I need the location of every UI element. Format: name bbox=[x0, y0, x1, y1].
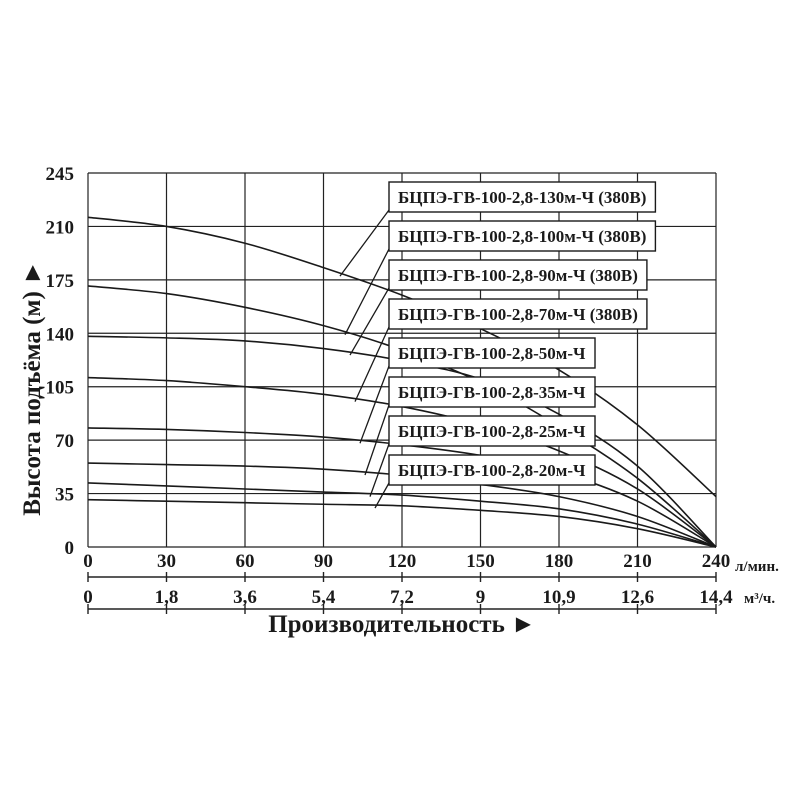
legend-label: БЦПЭ-ГВ-100-2,8-100м-Ч (380В) bbox=[398, 227, 646, 246]
legend-box bbox=[388, 259, 648, 291]
series-curve-8 bbox=[87, 498, 717, 548]
x-tick-label-primary: 0 bbox=[83, 551, 93, 572]
x-tick-label-primary: 150 bbox=[466, 551, 495, 572]
legend-box bbox=[388, 298, 648, 330]
x-tick-label-secondary: 5,4 bbox=[312, 587, 336, 608]
x-tick-label-secondary: 0 bbox=[83, 587, 93, 608]
legend-label: БЦПЭ-ГВ-100-2,8-20м-Ч bbox=[398, 461, 586, 480]
x-tick-label-primary: 90 bbox=[314, 551, 333, 572]
x-unit-primary: л/мин. bbox=[735, 559, 779, 575]
x-tick-label-primary: 240 bbox=[702, 551, 731, 572]
legend-leader-line bbox=[369, 443, 390, 497]
legend-leader-line bbox=[364, 404, 390, 476]
series-curve-1 bbox=[87, 216, 717, 498]
x-unit-secondary: м³/ч. bbox=[744, 591, 775, 607]
y-tick-label: 210 bbox=[46, 217, 75, 238]
legend-leader-line bbox=[354, 326, 390, 402]
legend-leader-line bbox=[349, 287, 390, 356]
x-axis-title: Производительность ► bbox=[268, 611, 536, 638]
axes: 00301,8603,6905,41207,2150918010,921012,… bbox=[46, 164, 733, 614]
legend-box bbox=[388, 220, 657, 252]
y-tick-label: 245 bbox=[46, 164, 75, 185]
legend-leader-line bbox=[339, 209, 390, 277]
y-tick-label: 70 bbox=[55, 431, 74, 452]
x-tick-label-secondary: 1,8 bbox=[155, 587, 179, 608]
y-axis-title: Высота подъёма (м) ► bbox=[19, 260, 46, 516]
legend-box bbox=[388, 415, 596, 447]
y-tick-label: 140 bbox=[46, 324, 75, 345]
y-tick-label: 35 bbox=[55, 485, 74, 506]
x-tick-label-primary: 210 bbox=[623, 551, 652, 572]
legend-leader-line bbox=[374, 482, 390, 509]
leader-lines bbox=[339, 209, 390, 509]
legend: БЦПЭ-ГВ-100-2,8-130м-Ч (380В) БЦПЭ-ГВ-100… bbox=[388, 181, 657, 486]
y-tick-label: 0 bbox=[65, 538, 75, 559]
series-curve-7 bbox=[87, 482, 717, 548]
x-tick-label-secondary: 3,6 bbox=[233, 587, 257, 608]
legend-box bbox=[388, 337, 596, 369]
legend-label: БЦПЭ-ГВ-100-2,8-35м-Ч bbox=[398, 383, 586, 402]
legend-label: БЦПЭ-ГВ-100-2,8-90м-Ч (380В) bbox=[398, 266, 638, 285]
x-tick-label-secondary: 12,6 bbox=[621, 587, 654, 608]
y-tick-label: 175 bbox=[46, 271, 75, 292]
legend-label: БЦПЭ-ГВ-100-2,8-50м-Ч bbox=[398, 344, 586, 363]
x-tick-label-secondary: 9 bbox=[476, 587, 486, 608]
legend-leader-line bbox=[344, 248, 390, 335]
legend-label: БЦПЭ-ГВ-100-2,8-130м-Ч (380В) bbox=[398, 188, 646, 207]
legend-box bbox=[388, 376, 596, 408]
x-tick-label-primary: 30 bbox=[157, 551, 176, 572]
legend-box bbox=[388, 454, 596, 486]
x-tick-label-primary: 120 bbox=[388, 551, 417, 572]
legend-label: БЦПЭ-ГВ-100-2,8-25м-Ч bbox=[398, 422, 586, 441]
legend-label: БЦПЭ-ГВ-100-2,8-70м-Ч (380В) bbox=[398, 305, 638, 324]
x-tick-label-secondary: 7,2 bbox=[390, 587, 414, 608]
x-tick-label-primary: 60 bbox=[236, 551, 255, 572]
x-tick-label-secondary: 14,4 bbox=[699, 587, 733, 608]
x-tick-label-secondary: 10,9 bbox=[542, 587, 575, 608]
legend-leader-line bbox=[359, 365, 390, 444]
legend-box bbox=[388, 181, 657, 213]
y-tick-label: 105 bbox=[46, 378, 75, 399]
x-tick-label-primary: 180 bbox=[545, 551, 574, 572]
